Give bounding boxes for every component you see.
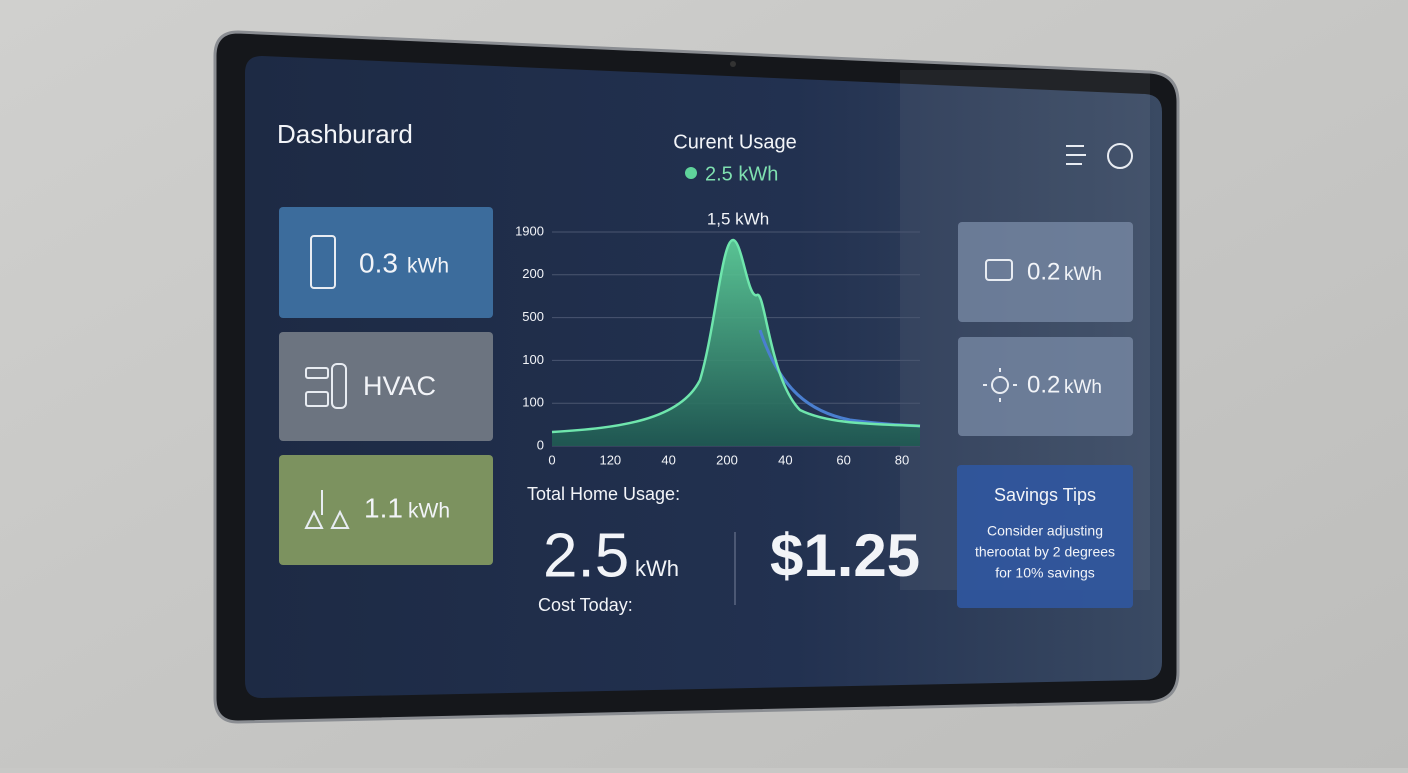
total-usage-label: Total Home Usage:: [527, 484, 680, 504]
card-unit: kWh: [1064, 264, 1102, 285]
hvac-icon: [305, 363, 347, 409]
card-value: 0.2: [1027, 371, 1060, 398]
total-usage-unit: kWh: [635, 556, 679, 581]
cost-value: $1.25: [770, 522, 920, 589]
card-unit: kWh: [408, 500, 450, 523]
fridge-icon: [310, 235, 336, 289]
savings-line: therootat by 2 degrees: [975, 544, 1115, 560]
usage-chart: 1900 200 500 100 100 00 120 40 200 40 60 80: [515, 223, 920, 467]
y-tick-label: 500: [522, 309, 544, 324]
profile-icon[interactable]: [1107, 143, 1133, 169]
savings-card[interactable]: [957, 465, 1133, 608]
y-tick-label: 1900: [515, 223, 544, 238]
x-tick-label: 120: [599, 452, 621, 467]
savings-line: for 10% savings: [995, 565, 1095, 581]
card-unit: kWh: [407, 255, 449, 278]
total-usage-value: 2.5: [543, 521, 629, 590]
y-tick-label: 100: [522, 395, 544, 410]
camera: [730, 61, 736, 67]
card-unit: kWh: [1064, 377, 1102, 398]
savings-line: Consider adjusting: [987, 523, 1103, 539]
sun-icon: [983, 368, 1017, 402]
monitor-icon: [985, 259, 1013, 281]
water-card[interactable]: [279, 455, 493, 565]
light-card[interactable]: [958, 337, 1133, 436]
x-tick-label: 80: [895, 452, 909, 467]
cost-label: Cost Today:: [538, 595, 633, 615]
hvac-card[interactable]: [279, 332, 493, 441]
x-tick-label: 200: [716, 452, 738, 467]
menu-icon[interactable]: [1066, 145, 1086, 165]
peak-label: 1,5 kWh: [707, 209, 769, 228]
x-tick-label: 40: [661, 452, 675, 467]
status-dot: [685, 167, 697, 179]
y-tick-label: 100: [522, 352, 544, 367]
y-tick-label: 200: [522, 266, 544, 281]
x-tick-label: 0: [548, 452, 555, 467]
fridge-card[interactable]: [279, 207, 493, 318]
dashboard-title: Dashburard: [277, 119, 413, 149]
usage-line: [551, 238, 921, 434]
card-value: 1.1: [364, 492, 403, 523]
card-value: 0.3: [359, 247, 398, 278]
device-card[interactable]: [958, 222, 1133, 322]
current-usage-label: Curent Usage: [673, 131, 796, 153]
card-value: 0.2: [1027, 258, 1060, 285]
usage-area: [552, 240, 920, 446]
current-usage-value: 2.5 kWh: [705, 163, 778, 185]
savings-title: Savings Tips: [994, 485, 1096, 505]
x-tick-label: 40: [778, 452, 792, 467]
y-tick-label: 0: [537, 437, 544, 452]
water-icon: [304, 490, 350, 529]
card-label: HVAC: [363, 371, 436, 401]
x-tick-label: 60: [836, 452, 850, 467]
